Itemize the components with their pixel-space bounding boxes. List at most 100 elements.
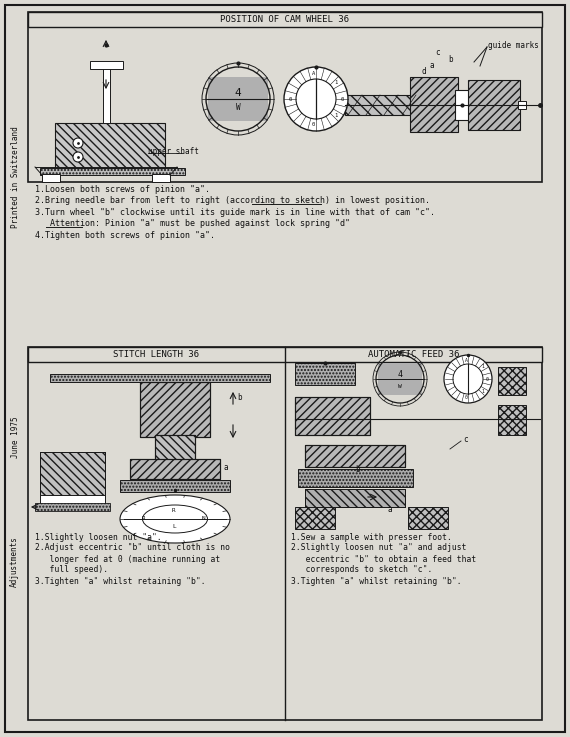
Text: 0: 0 [288, 97, 292, 102]
Bar [295, 363, 355, 385]
Text: 4.Tighten both screws of pinion "a".: 4.Tighten both screws of pinion "a". [35, 231, 215, 240]
Bar [130, 459, 220, 479]
Bar [140, 382, 210, 437]
Text: R: R [172, 509, 176, 514]
Text: 2.Bring needle bar from left to right (according to sketch) in lowest position.: 2.Bring needle bar from left to right (a… [35, 196, 430, 205]
Bar [295, 507, 335, 529]
Bar [305, 445, 405, 467]
Bar [103, 65, 110, 123]
Text: Printed in Switzerland: Printed in Switzerland [11, 126, 21, 228]
Text: corresponds to sketch "c".: corresponds to sketch "c". [291, 565, 433, 575]
Bar [378, 363, 422, 395]
Text: 1.Sew a sample with presser foot.: 1.Sew a sample with presser foot. [291, 533, 452, 542]
Text: c: c [463, 435, 467, 444]
Text: 0: 0 [465, 396, 468, 400]
Bar [40, 452, 105, 497]
Text: R: R [142, 517, 146, 522]
Bar [410, 77, 458, 132]
Text: A: A [312, 71, 315, 76]
Text: 1.Loosen both screws of pinion "a".: 1.Loosen both screws of pinion "a". [35, 184, 210, 194]
Bar [305, 489, 405, 507]
Bar [345, 95, 425, 115]
Text: d: d [422, 66, 426, 75]
Text: June 1975: June 1975 [11, 416, 21, 458]
Bar [298, 469, 413, 487]
Bar [498, 367, 526, 395]
Bar [50, 374, 270, 382]
Bar [295, 397, 370, 435]
Text: A: A [465, 357, 468, 363]
Bar [35, 503, 110, 511]
Circle shape [296, 79, 336, 119]
Text: POSITION OF CAM WHEEL 36: POSITION OF CAM WHEEL 36 [221, 15, 349, 24]
Bar [518, 101, 526, 109]
Text: 0: 0 [312, 122, 315, 128]
Text: full speed).: full speed). [35, 565, 108, 575]
Text: 4: 4 [235, 88, 241, 98]
Bar [28, 12, 542, 27]
Circle shape [453, 364, 483, 394]
Bar [498, 405, 526, 435]
Bar [140, 382, 210, 437]
Text: Adjustments: Adjustments [10, 537, 18, 587]
Bar [42, 174, 60, 182]
Text: guide marks: guide marks [488, 41, 539, 49]
Bar [28, 12, 542, 182]
Bar [40, 168, 185, 175]
Text: 3.Turn wheel "b" clockwise until its guide mark is in line with that of cam "c".: 3.Turn wheel "b" clockwise until its gui… [35, 208, 435, 217]
Text: STITCH LENGTH 36: STITCH LENGTH 36 [113, 350, 199, 359]
Text: 4: 4 [397, 369, 402, 379]
Bar [28, 347, 542, 720]
Ellipse shape [142, 505, 207, 533]
Text: W: W [235, 102, 241, 111]
Bar [90, 61, 123, 69]
Bar [55, 123, 165, 168]
Text: 1: 1 [481, 388, 484, 394]
Bar [408, 507, 448, 529]
Text: b: b [355, 464, 360, 473]
Text: Attention: Pinion "a" must be pushed against lock spring "d": Attention: Pinion "a" must be pushed aga… [35, 219, 350, 228]
Text: N: N [202, 517, 206, 522]
Ellipse shape [120, 495, 230, 543]
Bar [120, 480, 230, 492]
Text: 2.Adjust eccentric "b" until cloth is no: 2.Adjust eccentric "b" until cloth is no [35, 543, 230, 553]
Text: eccentric "b" to obtain a feed that: eccentric "b" to obtain a feed that [291, 554, 477, 564]
Bar [40, 495, 105, 505]
Text: 1: 1 [334, 113, 337, 118]
Text: 1: 1 [481, 364, 484, 369]
Text: W: W [398, 383, 402, 388]
Text: AUTOMATIC FEED 36: AUTOMATIC FEED 36 [368, 350, 459, 359]
Text: L: L [172, 523, 176, 528]
Text: 0: 0 [486, 377, 488, 382]
Text: 1: 1 [334, 80, 337, 85]
Bar [455, 90, 470, 120]
Bar [40, 452, 105, 497]
Circle shape [73, 152, 83, 162]
Text: b: b [237, 393, 242, 402]
Text: 1.Slightly loosen nut "a".: 1.Slightly loosen nut "a". [35, 533, 162, 542]
Text: c: c [435, 47, 439, 57]
Bar [28, 347, 542, 362]
Text: a: a [224, 463, 229, 472]
Bar [305, 489, 405, 507]
Bar [295, 397, 370, 435]
Bar [468, 80, 520, 130]
Text: 2.Slightly loosen nut "a" and adjust: 2.Slightly loosen nut "a" and adjust [291, 543, 466, 553]
Text: 3.Tighten "a" whilst retaining "b".: 3.Tighten "a" whilst retaining "b". [291, 576, 462, 585]
Bar [155, 435, 195, 462]
Text: 3.Tighten "a" whilst retaining "b".: 3.Tighten "a" whilst retaining "b". [35, 576, 206, 585]
Bar [130, 459, 220, 479]
Bar [305, 445, 405, 467]
Circle shape [73, 138, 83, 148]
Text: 0: 0 [340, 97, 344, 102]
Circle shape [444, 355, 492, 403]
Text: a: a [430, 60, 435, 69]
Text: longer fed at 0 (machine running at: longer fed at 0 (machine running at [35, 554, 220, 564]
Circle shape [284, 67, 348, 131]
Bar [208, 77, 268, 121]
Bar [152, 174, 170, 182]
Text: a: a [388, 505, 393, 514]
Text: b: b [448, 55, 453, 63]
Bar [155, 435, 195, 462]
Text: upper shaft: upper shaft [148, 147, 199, 156]
